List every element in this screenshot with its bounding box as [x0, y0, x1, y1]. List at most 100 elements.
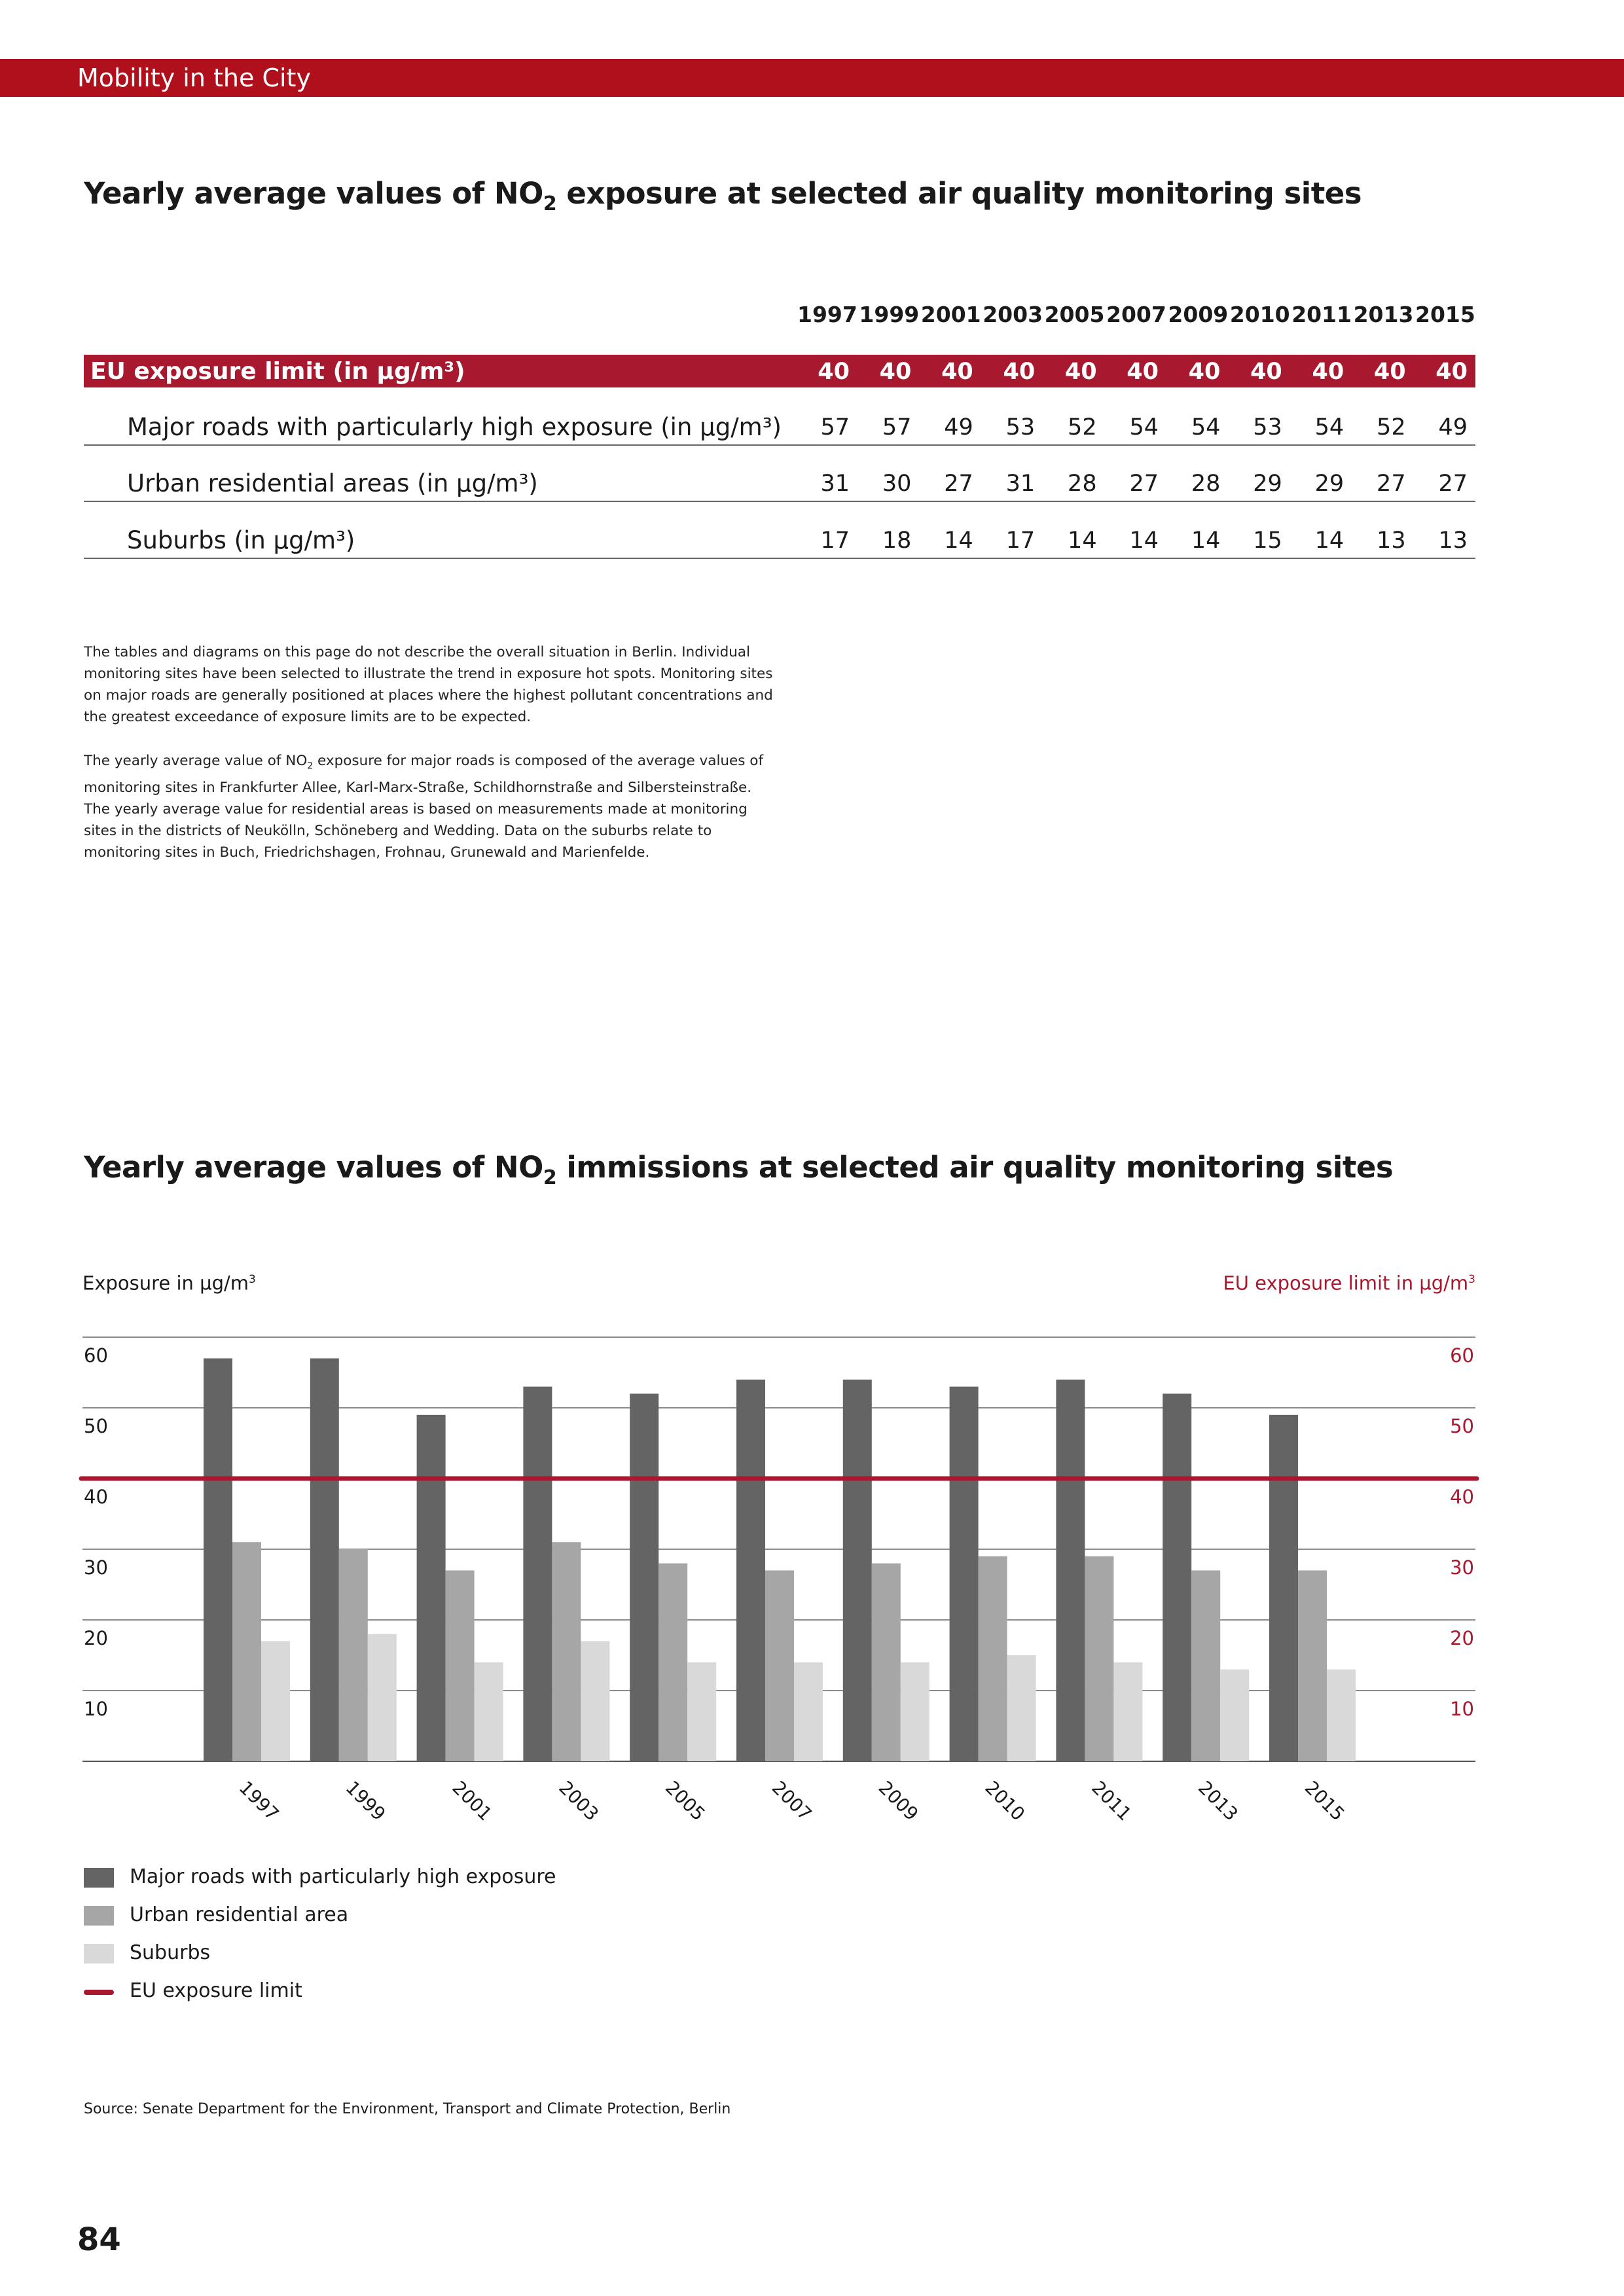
section-title: Mobility in the City [77, 63, 311, 92]
bar-2010-series-2 [978, 1556, 1007, 1761]
bar-2001-series-3 [474, 1662, 503, 1761]
bar-2003-series-1 [523, 1386, 552, 1761]
row-label: Major roads with particularly high expos… [127, 413, 782, 441]
bar-2001-series-1 [416, 1414, 446, 1761]
x-tick-label: 2010 [981, 1777, 1029, 1825]
section-header-bar: Mobility in the City [0, 59, 1624, 97]
legend-label: Suburbs [130, 1941, 211, 1964]
table-cell: 57 [882, 414, 912, 440]
table-cell: 27 [1377, 471, 1406, 497]
bar-2010-series-1 [949, 1386, 979, 1761]
table-cell: 40 [1250, 359, 1282, 385]
legend-item-suburbs: Suburbs [84, 1940, 673, 1966]
bar-2011-series-3 [1113, 1662, 1143, 1761]
table-cell: 40 [1003, 359, 1036, 385]
year-header-cell: 2011 [1291, 302, 1352, 327]
x-tick-label: 2011 [1087, 1777, 1136, 1825]
y-tick-label-right: 20 [1450, 1627, 1474, 1649]
bar-2003-series-2 [552, 1542, 581, 1761]
x-tick-label: 1997 [235, 1777, 283, 1825]
x-tick-label: 2001 [448, 1777, 496, 1825]
table-cell: 14 [1068, 528, 1097, 554]
table-cell: 49 [944, 414, 973, 440]
table-cell: 54 [1191, 414, 1221, 440]
table-cell: 14 [1191, 528, 1221, 554]
year-header-cell: 2005 [1044, 302, 1105, 327]
table-cell: 54 [1314, 414, 1344, 440]
year-header-cell: 1999 [859, 302, 920, 327]
table-cell: 54 [1129, 414, 1159, 440]
table-cell: 18 [882, 528, 912, 554]
chart-title: Yearly average values of NO2 immissions … [84, 1149, 1394, 1190]
legend-item-urban-residential: Urban residential area [84, 1902, 673, 1928]
bar-2005-series-3 [687, 1662, 717, 1761]
year-header-cell: 2001 [920, 302, 981, 327]
table-cell: 52 [1068, 414, 1097, 440]
table-cell: 53 [1005, 414, 1036, 440]
bar-2010-series-3 [1007, 1655, 1036, 1761]
legend-label: Major roads with particularly high expos… [130, 1865, 556, 1888]
note-2-text-b: exposure for major roads is composed of … [84, 753, 764, 861]
table-cell: 40 [818, 359, 850, 385]
table-cell: 49 [1438, 414, 1468, 440]
table-cell: 17 [820, 528, 850, 554]
y-tick-label-left: 30 [84, 1556, 108, 1579]
bar-2009-series-3 [900, 1662, 929, 1761]
bar-2013-series-3 [1220, 1669, 1250, 1761]
table-cell: 27 [1129, 471, 1159, 497]
y-tick-label-left: 50 [84, 1415, 108, 1437]
y-tick-label-right: 30 [1450, 1556, 1474, 1579]
table-cell: 31 [1005, 471, 1036, 497]
table-cell: 28 [1068, 471, 1097, 497]
table-cell: 29 [1253, 471, 1282, 497]
table-cell: 40 [879, 359, 912, 385]
x-tick-label: 1999 [342, 1777, 390, 1825]
table-cell: 27 [944, 471, 973, 497]
bar-2007-series-3 [794, 1662, 823, 1761]
table-cell: 31 [820, 471, 850, 497]
note-2-text-a: The yearly average value of NO [84, 753, 308, 769]
legend-item-major-roads: Major roads with particularly high expos… [84, 1864, 673, 1890]
x-tick-label: 2013 [1194, 1777, 1242, 1825]
y-tick-label-left: 20 [84, 1627, 108, 1649]
legend-item-eu-limit: EU exposure limit [84, 1978, 673, 2004]
y-axis-right-title-sup: 3 [1468, 1273, 1475, 1286]
table-cell: 27 [1438, 471, 1468, 497]
table-cell: 40 [1127, 359, 1159, 385]
y-axis-left-title-sup: 3 [249, 1273, 256, 1286]
table-title-subscript: 2 [543, 192, 557, 215]
bar-2015-series-2 [1298, 1570, 1327, 1761]
table-cell: 13 [1377, 528, 1406, 554]
legend-swatch [84, 1868, 114, 1888]
table-cell: 40 [1435, 359, 1468, 385]
legend-label: EU exposure limit [130, 1979, 302, 2002]
table-row-urban-residential: Urban residential areas (in µg/m³) 31 30 2… [84, 467, 1475, 502]
table-cell: 40 [1188, 359, 1221, 385]
bar-1999-series-2 [338, 1549, 368, 1761]
y-tick-label-right: 40 [1450, 1486, 1474, 1508]
no2-bar-chart: 10 10 20 20 30 30 40 40 50 50 60 60 1997 1999 2001 2003… [79, 1336, 1479, 1825]
x-tick-label: 2003 [554, 1777, 603, 1825]
y-tick-label-left: 60 [84, 1344, 108, 1367]
bar-2011-series-1 [1056, 1379, 1085, 1761]
year-header-cell: 2007 [1106, 302, 1166, 327]
bar-2009-series-1 [842, 1379, 872, 1761]
year-header-cell: 2010 [1229, 302, 1290, 327]
table-row-suburbs: Suburbs (in µg/m³) 17 18 14 17 14 14 14 15 14 13 1… [84, 524, 1475, 559]
y-tick-label-right: 10 [1450, 1698, 1474, 1720]
bar-1997-series-3 [261, 1641, 290, 1761]
bar-2015-series-1 [1269, 1414, 1298, 1761]
chart-title-subscript: 2 [543, 1166, 557, 1189]
x-tick-label: 2015 [1301, 1777, 1349, 1825]
year-header-cell: 2003 [983, 302, 1043, 327]
y-tick-label-right: 50 [1450, 1415, 1474, 1437]
x-tick-label: 2005 [661, 1777, 710, 1825]
table-row-eu-limit: EU exposure limit (in µg/m³) 40 40 40 40 40 4… [84, 355, 1475, 387]
table-cell: 53 [1253, 414, 1282, 440]
legend-line [84, 1990, 114, 1995]
chart-title-text-a: Yearly average values of NO [84, 1150, 543, 1185]
x-tick-label: 2007 [768, 1777, 816, 1825]
table-cell: 57 [820, 414, 850, 440]
source-note: Source: Senate Department for the Enviro… [84, 2101, 731, 2117]
x-tick-label: 2009 [875, 1777, 923, 1825]
